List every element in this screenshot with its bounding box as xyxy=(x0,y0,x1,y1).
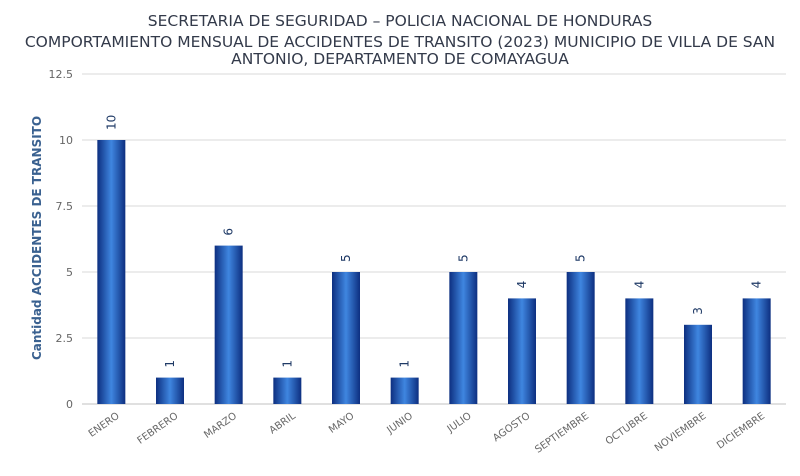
y-tick-label: 10 xyxy=(59,134,73,147)
bar-septiembre xyxy=(566,272,595,404)
y-tick-label: 12.5 xyxy=(49,68,74,81)
data-label-marzo: 6 xyxy=(222,228,236,236)
data-label-septiembre: 5 xyxy=(574,254,588,262)
data-label-noviembre: 3 xyxy=(691,307,705,315)
bar-febrero xyxy=(156,377,184,404)
x-tick-label-mayo: MAYO xyxy=(327,411,356,436)
y-tick-label: 0 xyxy=(66,398,73,411)
data-label-mayo: 5 xyxy=(339,254,353,262)
y-tick-label: 5 xyxy=(66,266,73,279)
bar-junio xyxy=(390,377,419,404)
bar-julio xyxy=(449,272,478,404)
data-label-junio: 1 xyxy=(398,360,412,368)
y-axis-label: Cantidad ACCIDENTES DE TRANSITO xyxy=(30,116,44,360)
x-tick-label-enero: ENERO xyxy=(87,411,122,440)
chart-title-line-3: ANTONIO, DEPARTAMENTO DE COMAYAGUA xyxy=(231,50,569,68)
data-label-diciembre: 4 xyxy=(750,281,764,289)
bar-abril xyxy=(273,377,302,404)
x-tick-label-abril: ABRIL xyxy=(268,410,299,436)
x-tick-label-agosto: AGOSTO xyxy=(491,411,532,445)
bar-mayo xyxy=(332,272,360,404)
bar-marzo xyxy=(214,245,243,404)
bar-diciembre xyxy=(742,298,771,404)
data-label-abril: 1 xyxy=(280,360,294,368)
chart-title-line-2: COMPORTAMIENTO MENSUAL DE ACCIDENTES DE … xyxy=(24,33,776,51)
x-tick-label-febrero: FEBRERO xyxy=(136,411,181,447)
bar-octubre xyxy=(625,298,654,404)
x-tick-label-noviembre: NOVIEMBRE xyxy=(653,411,708,454)
data-label-agosto: 4 xyxy=(515,281,529,289)
x-tick-label-octubre: OCTUBRE xyxy=(604,411,650,448)
y-tick-label: 2.5 xyxy=(56,332,74,345)
bar-agosto xyxy=(508,298,536,404)
x-tick-label-septiembre: SEPTIEMBRE xyxy=(533,411,591,456)
data-label-febrero: 1 xyxy=(163,360,177,368)
y-tick-label: 7.5 xyxy=(56,200,74,213)
data-label-octubre: 4 xyxy=(632,281,646,289)
bar-noviembre xyxy=(684,324,712,404)
x-tick-label-junio: JUNIO xyxy=(385,411,416,437)
data-label-julio: 5 xyxy=(456,254,470,262)
bar-enero xyxy=(97,140,126,404)
x-tick-label-marzo: MARZO xyxy=(202,411,239,441)
data-label-enero: 10 xyxy=(104,115,118,130)
x-tick-label-julio: JULIO xyxy=(445,411,474,436)
x-tick-label-diciembre: DICIEMBRE xyxy=(715,411,767,452)
chart-title-line-1: SECRETARIA DE SEGURIDAD – POLICIA NACION… xyxy=(147,12,653,30)
